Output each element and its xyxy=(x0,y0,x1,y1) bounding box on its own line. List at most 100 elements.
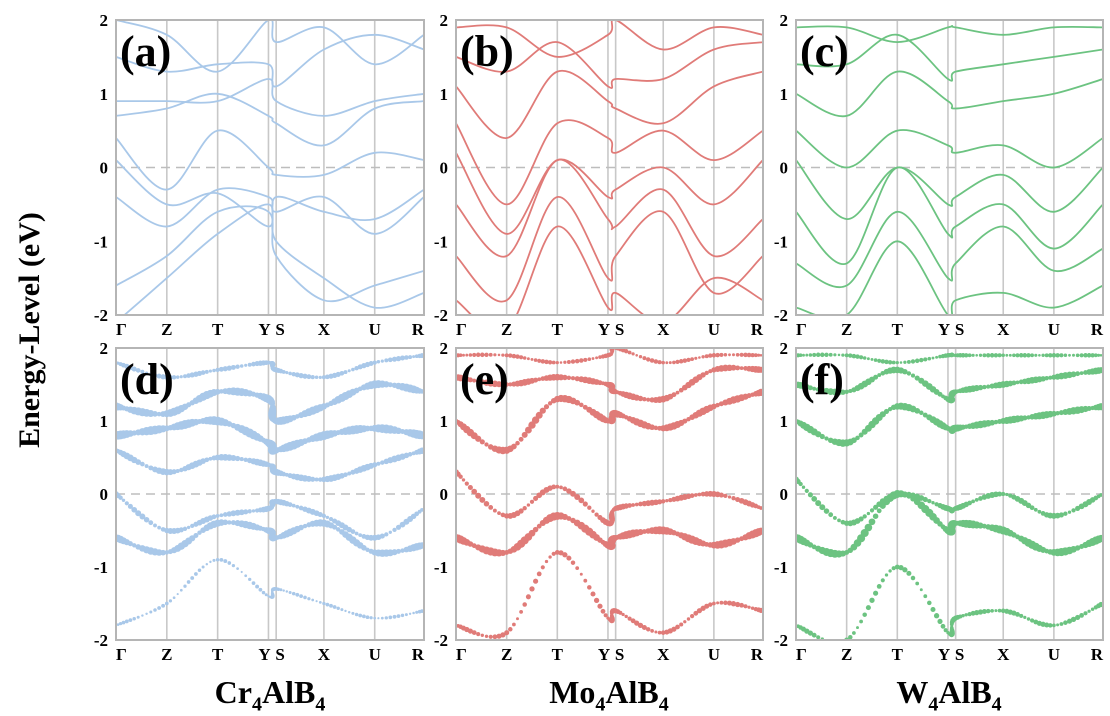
y-tick-label: -2 xyxy=(94,631,108,650)
y-tick-label: -2 xyxy=(434,306,448,325)
band-line xyxy=(116,92,424,147)
fatband-point xyxy=(139,513,146,520)
fatband-point xyxy=(841,353,845,357)
fatband-point xyxy=(529,499,535,504)
x-tick-label: Z xyxy=(501,320,512,339)
fatband-point xyxy=(236,567,239,570)
fatband-point xyxy=(504,353,509,358)
fatband-point xyxy=(251,509,256,513)
fatband-point xyxy=(458,353,463,357)
fatband-point xyxy=(1059,353,1064,358)
fatband-point xyxy=(914,375,920,381)
fatband-point xyxy=(696,608,703,614)
fatband-point xyxy=(1075,371,1081,377)
y-tick-label: -1 xyxy=(94,232,108,251)
fatband-point xyxy=(176,593,179,596)
fatband-point xyxy=(1066,618,1073,624)
fatband-point xyxy=(902,567,908,573)
fatband-point xyxy=(828,512,834,518)
fatband-point xyxy=(661,499,666,504)
fatband-point xyxy=(971,499,976,504)
fatband-point xyxy=(997,608,1002,613)
fatband-point xyxy=(671,392,677,398)
fatband-point xyxy=(977,609,984,615)
fatband-point xyxy=(243,457,248,463)
fatband-point xyxy=(563,360,567,364)
fatband-point xyxy=(880,578,885,583)
fatband-point xyxy=(492,508,497,513)
fatband-point xyxy=(848,634,853,640)
y-tick-label: 2 xyxy=(100,339,109,358)
fatband-point xyxy=(547,360,553,365)
fatband-point xyxy=(931,356,935,360)
fatband-point xyxy=(391,549,398,556)
panel-frame xyxy=(115,19,425,316)
y-tick-label: 0 xyxy=(440,159,449,178)
fatband-point xyxy=(914,407,921,414)
y-axis-label: Energy-Level (eV) xyxy=(13,212,46,448)
fatband-point xyxy=(204,457,210,463)
fatband-point xyxy=(824,352,829,357)
y-tick-label: -2 xyxy=(774,631,788,650)
fatband-point xyxy=(1067,510,1072,514)
y-tick-label: 0 xyxy=(100,485,109,504)
fatband-point xyxy=(475,435,482,442)
fatband-point xyxy=(638,501,643,507)
fatband-point xyxy=(369,616,373,620)
fatband-point xyxy=(693,493,698,497)
fatband-point xyxy=(566,488,572,494)
fatband-point xyxy=(230,455,237,461)
fatband-point xyxy=(812,386,817,391)
fatband-point xyxy=(630,618,636,624)
fatband-point xyxy=(877,373,882,378)
fatband-point xyxy=(750,352,755,358)
fatband-point xyxy=(476,632,481,637)
fatband-point xyxy=(689,613,695,619)
fatband-point xyxy=(156,373,162,379)
fatband-point xyxy=(321,513,327,519)
fatband-point xyxy=(235,364,240,369)
fatband-point xyxy=(1063,620,1068,625)
fatband-point xyxy=(579,358,584,363)
fatband-point xyxy=(392,614,397,619)
fatband-point xyxy=(124,501,129,506)
fatband-point xyxy=(657,630,662,635)
band-line xyxy=(116,33,424,88)
panel-c: 2 1 0 -1 -2 Γ Z T Y S X U R (c) xyxy=(774,11,1104,339)
fatband-point xyxy=(638,355,643,359)
fatband-point xyxy=(298,524,304,531)
band-line xyxy=(796,240,1103,315)
fatband-point xyxy=(525,594,531,600)
fatband-point xyxy=(201,565,205,569)
band-line xyxy=(796,166,1103,265)
fatband-point xyxy=(325,515,330,520)
fatband-point xyxy=(730,601,737,607)
fatband-point xyxy=(641,625,647,630)
x-tick-label: U xyxy=(369,645,381,664)
fatband-point xyxy=(801,485,806,489)
panel-d: 2 1 0 -1 -2 Γ Z T Y S X U R (d) xyxy=(94,339,425,664)
x-tick-label: U xyxy=(708,645,720,664)
fatband-point xyxy=(303,595,307,600)
y-tick-label: -1 xyxy=(94,558,108,577)
fatband-point xyxy=(1037,509,1042,514)
fatband-point xyxy=(179,588,183,592)
fatband-point xyxy=(1075,614,1081,620)
fatband-point xyxy=(1055,353,1060,358)
fatband-point xyxy=(144,464,149,469)
fatband-point xyxy=(392,527,397,533)
fatband-point xyxy=(471,488,478,495)
fatband-point xyxy=(805,353,809,357)
fatband-point xyxy=(689,493,695,498)
fatband-point xyxy=(933,613,940,619)
band-line xyxy=(456,119,763,206)
fatband-point xyxy=(595,356,599,360)
fatband-point xyxy=(343,370,348,375)
fatband-point xyxy=(566,555,572,561)
fatband-point xyxy=(215,557,220,562)
fatband-point xyxy=(757,353,761,357)
y-axis-label-area: Energy-Level (eV) xyxy=(0,20,60,640)
fatband-point xyxy=(194,572,198,576)
band-series-group xyxy=(796,352,1103,640)
fatband-point xyxy=(807,630,813,636)
